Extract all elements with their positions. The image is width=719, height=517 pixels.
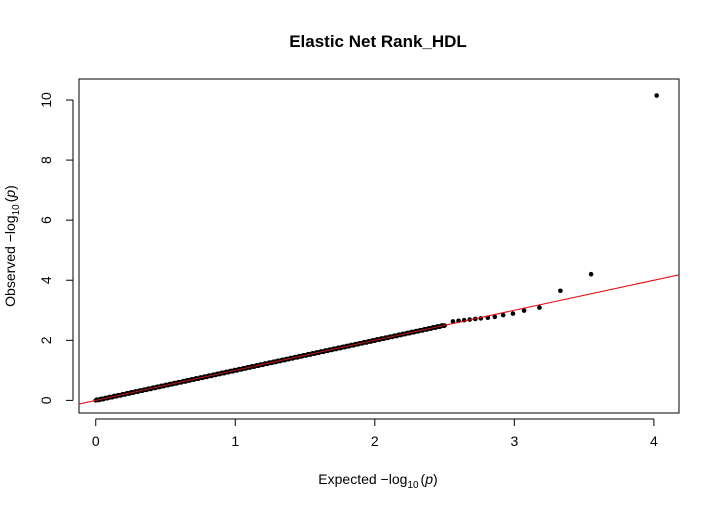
x-axis-label-paren-open: ( [421, 471, 426, 487]
y-tick-label: 2 [38, 336, 54, 344]
y-tick-label: 6 [38, 216, 54, 224]
x-axis-label-prefix: Expected −log [318, 471, 407, 487]
x-axis: 0 1 2 3 4 [92, 418, 658, 449]
data-point [558, 288, 563, 294]
x-axis-label-sub: 10 [407, 480, 419, 491]
data-point [588, 271, 594, 277]
data-point [500, 312, 506, 318]
x-axis-label-paren-close: ) [433, 471, 438, 487]
y-axis-label-prefix: Observed −log [2, 215, 18, 306]
y-axis-label-paren-open: ( [2, 197, 18, 202]
data-point [510, 311, 516, 316]
plot-area [78, 78, 680, 414]
y-tick-label: 0 [38, 396, 54, 404]
x-tick-label: 0 [92, 433, 100, 449]
data-point [521, 308, 527, 313]
data-point [492, 314, 498, 320]
x-axis-label-var: p [424, 471, 433, 487]
points-group [79, 93, 679, 405]
y-tick-label: 4 [38, 276, 54, 284]
data-point [537, 305, 542, 310]
plot-frame [78, 78, 680, 414]
y-axis-label-var: p [2, 190, 18, 199]
x-tick-label: 2 [371, 433, 379, 449]
x-tick-label: 3 [510, 433, 518, 449]
y-axis: 0 2 4 6 8 10 [38, 92, 74, 404]
y-axis-label: Observed −log10 (p) [2, 185, 22, 307]
y-tick-label: 10 [38, 92, 54, 108]
y-axis-label-paren-close: ) [2, 185, 18, 190]
x-tick-label: 4 [650, 433, 658, 449]
reference-line-overlay [79, 274, 679, 405]
y-tick-label: 8 [38, 156, 54, 164]
x-axis-label: Expected −log10 (p) [318, 471, 437, 491]
x-tick-label: 1 [231, 433, 239, 449]
chart-title: Elastic Net Rank_HDL [289, 32, 467, 51]
y-axis-label-sub: 10 [11, 204, 22, 216]
data-point [654, 93, 659, 98]
data-point [450, 319, 456, 324]
